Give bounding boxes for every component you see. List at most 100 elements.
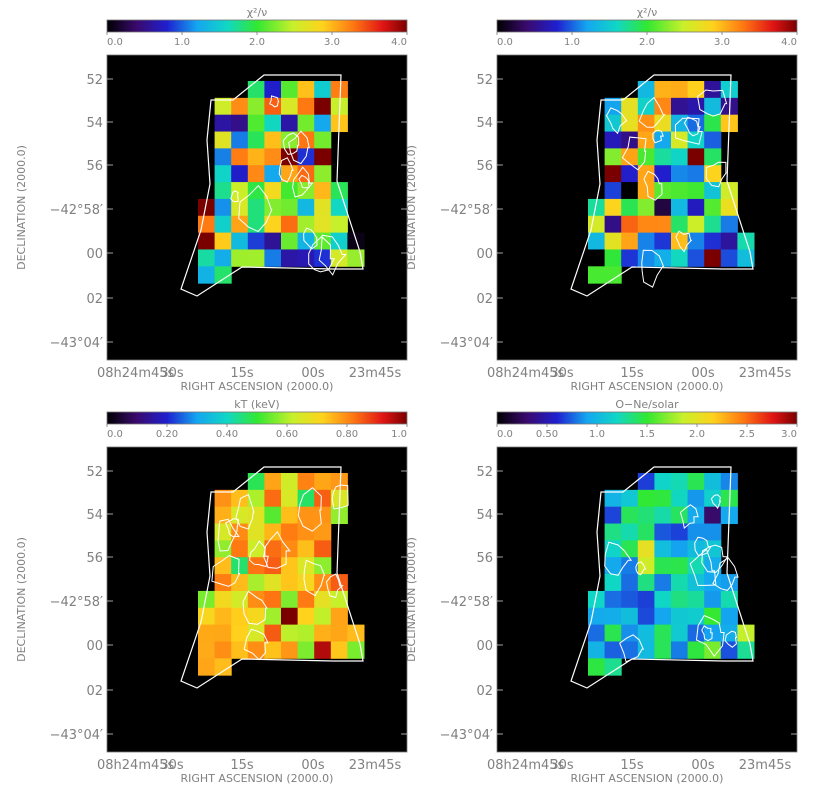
heatmap-cell (247, 641, 265, 659)
heatmap-cell (314, 97, 332, 116)
heatmap-cell (281, 489, 299, 508)
heatmap-cell (687, 607, 705, 626)
heatmap-cell (687, 557, 705, 575)
colorbar-tick-label: 0.0 (107, 37, 123, 48)
heatmap-cell (637, 182, 655, 200)
heatmap-cell (704, 489, 722, 508)
heatmap-cell (604, 198, 622, 217)
heatmap-cell (687, 97, 705, 116)
heatmap-cell (654, 148, 672, 166)
colorbar-tick-label: 0.0 (107, 429, 123, 440)
heatmap-cell (671, 473, 689, 491)
heatmap-cell (621, 215, 639, 234)
colorbar-title: χ²/ν (637, 6, 658, 19)
heatmap-cell (637, 523, 655, 541)
contour-line (303, 227, 318, 250)
heatmap-cell (314, 215, 332, 234)
heatmap-cell (214, 232, 232, 250)
heatmap-cell (330, 641, 348, 659)
colorbar-tick-label: 0.40 (216, 429, 238, 440)
heatmap-cell (314, 473, 332, 491)
heatmap-cell (637, 473, 655, 491)
heatmap-cell (588, 249, 606, 267)
heatmap-cell (247, 165, 265, 183)
y-tick-label: 02 (86, 684, 103, 699)
heatmap-cell (671, 198, 689, 217)
heatmap-cell (671, 607, 689, 626)
heatmap-cell (654, 624, 672, 642)
heatmap-cell (214, 266, 232, 284)
heatmap-cell (214, 165, 232, 183)
heatmap-cell (671, 97, 689, 116)
heatmap-cell (314, 249, 332, 267)
heatmap-cell (264, 506, 282, 525)
heatmap-cell (621, 232, 639, 250)
colorbar-tick-label: 1.0 (564, 37, 580, 48)
contour-line (238, 184, 273, 233)
heatmap-cell (247, 131, 265, 149)
contour-line (635, 561, 647, 576)
heatmap-cell (671, 489, 689, 508)
heatmap-cell (231, 131, 249, 149)
heatmap-cell (314, 81, 332, 99)
heatmap-cell (654, 506, 672, 525)
heatmap-cell (214, 131, 232, 149)
heatmap-cell (604, 607, 622, 626)
heatmap-cell (198, 590, 216, 609)
plot-frame (106, 446, 408, 753)
heatmap-cell (687, 574, 705, 592)
heatmap-cell (198, 641, 216, 659)
contour-line (243, 628, 269, 661)
x-tick-label: 08h24m45s (487, 758, 565, 773)
heatmap-cell (637, 489, 655, 508)
contour-line (679, 504, 699, 530)
heatmap-cell (214, 215, 232, 234)
panel-1: χ²/ν 0.0 1.0 2.0 3.0 4.0 52 54 56 −42°58′ 00 02 −43°… (15, 6, 408, 393)
heatmap-cell (297, 114, 315, 133)
heatmap-cell (264, 81, 282, 99)
heatmap-cell (330, 249, 348, 267)
heatmap-cell (654, 81, 672, 99)
heatmap-cell (264, 473, 282, 491)
heatmap-cell (621, 607, 639, 626)
heatmap-cell (297, 590, 315, 609)
heatmap-cell (654, 523, 672, 541)
heatmap-cell (314, 607, 332, 626)
y-tick-label: −43°04′ (440, 728, 493, 743)
heatmap-cell (330, 624, 348, 642)
heatmap-cell (671, 215, 689, 234)
heatmap-cell (621, 624, 639, 642)
heatmap-cell (621, 506, 639, 525)
contour-line (331, 484, 349, 510)
colorbar-tick-label: 2.5 (739, 429, 755, 440)
contour-line (652, 129, 664, 144)
contour-line (643, 170, 663, 201)
contour-line (298, 174, 311, 189)
heatmap-cell (637, 249, 655, 267)
heatmap-cell (231, 540, 249, 558)
heatmap-cell (637, 624, 655, 642)
heatmap-cell (588, 624, 606, 642)
contour-line (689, 548, 717, 586)
contour-line (724, 630, 738, 648)
heatmap-cell (297, 97, 315, 116)
heatmap-cell (654, 131, 672, 149)
heatmap-cell (330, 215, 348, 234)
heatmap-cell (654, 232, 672, 250)
outer-contour (570, 466, 754, 689)
heatmap-cell (231, 574, 249, 592)
heatmap-cell (214, 590, 232, 609)
heatmap-cell (704, 182, 722, 200)
y-axis-label: DECLINATION (2000.0) (405, 537, 418, 662)
y-tick-label: −43°04′ (440, 336, 493, 351)
heatmap-cell (687, 215, 705, 234)
heatmap-cell (247, 182, 265, 200)
heatmap-cell (704, 232, 722, 250)
heatmap-cell (247, 523, 265, 541)
y-axis-label: DECLINATION (2000.0) (15, 537, 28, 662)
heatmap-cell (687, 624, 705, 642)
heatmap-cell (588, 198, 606, 217)
heatmap-cell (314, 114, 332, 133)
heatmap-cell (281, 97, 299, 116)
heatmap-cell (704, 523, 722, 541)
